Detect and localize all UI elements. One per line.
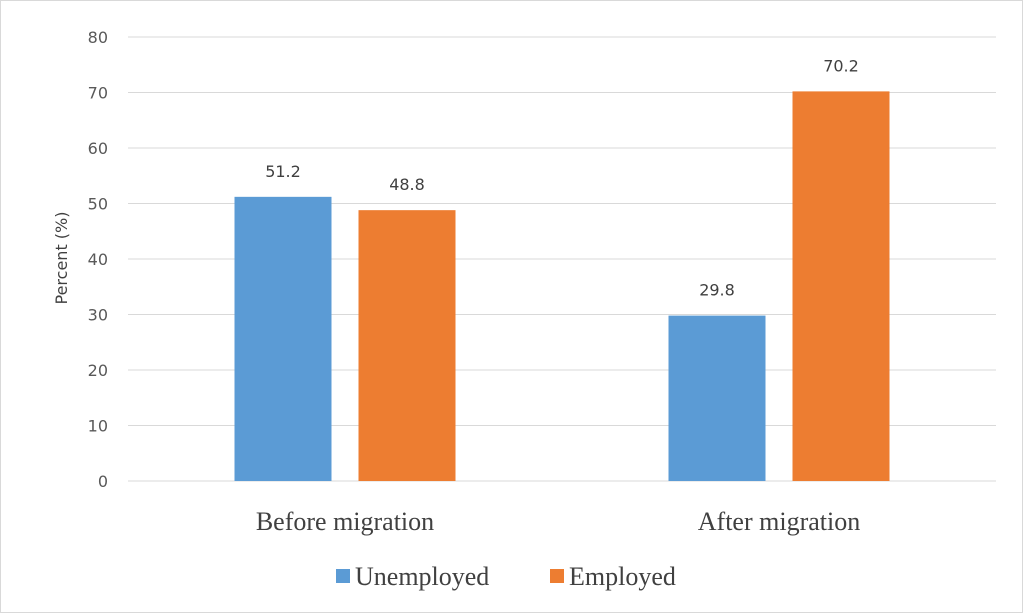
y-axis-title: Percent (%) bbox=[52, 212, 71, 305]
data-label: 51.2 bbox=[265, 162, 301, 181]
y-tick-label: 80 bbox=[88, 28, 108, 47]
bar-employed-1 bbox=[358, 210, 456, 481]
data-label: 70.2 bbox=[823, 56, 859, 75]
y-tick-label: 70 bbox=[88, 84, 108, 103]
category-labels: Before migration After migration bbox=[256, 507, 860, 536]
legend-swatch bbox=[550, 569, 564, 583]
bar-employed-2 bbox=[792, 91, 890, 481]
category-label: After migration bbox=[698, 507, 860, 536]
legend-swatch bbox=[336, 569, 350, 583]
legend: Unemployed Employed bbox=[336, 562, 676, 591]
y-tick-label: 60 bbox=[88, 139, 108, 158]
data-label: 29.8 bbox=[699, 281, 735, 300]
y-tick-label: 0 bbox=[98, 472, 108, 491]
category-label: Before migration bbox=[256, 507, 434, 536]
y-tick-label: 50 bbox=[88, 195, 108, 214]
data-labels: 51.2 48.8 29.8 70.2 bbox=[265, 56, 859, 299]
legend-label: Unemployed bbox=[355, 562, 489, 591]
bar-unemployed-1 bbox=[234, 196, 332, 481]
bars bbox=[234, 91, 890, 481]
data-label: 48.8 bbox=[389, 175, 425, 194]
y-axis-tick-labels: 0 10 20 30 40 50 60 70 80 bbox=[88, 28, 108, 491]
y-tick-label: 20 bbox=[88, 361, 108, 380]
bar-unemployed-2 bbox=[668, 315, 766, 481]
y-tick-label: 10 bbox=[88, 417, 108, 436]
legend-label: Employed bbox=[569, 562, 676, 591]
y-tick-label: 40 bbox=[88, 250, 108, 269]
y-tick-label: 30 bbox=[88, 306, 108, 325]
